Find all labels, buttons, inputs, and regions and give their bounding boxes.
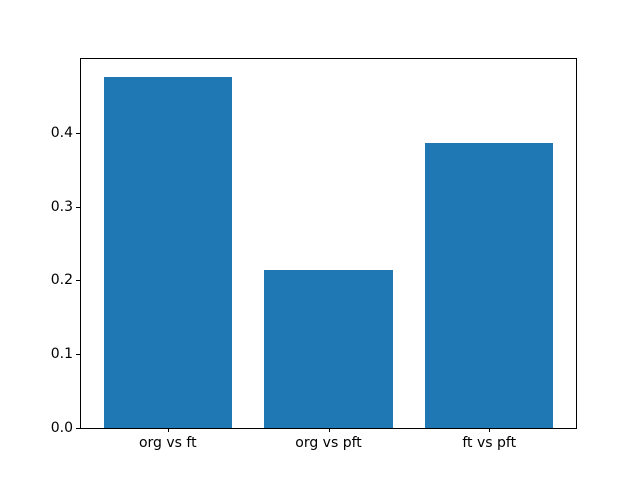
x-tick-mark-ft-vs-pft [489,428,491,432]
y-tick-label-0.3: 0.3 [50,198,73,215]
bar-org-vs-pft [264,270,393,428]
y-tick-mark-0.3 [76,206,80,208]
x-tick-mark-org-vs-ft [167,428,169,432]
x-tick-mark-org-vs-pft [328,428,330,432]
y-tick-mark-0.1 [76,354,80,356]
y-tick-mark-0.0 [76,428,80,429]
x-tick-label-ft-vs-pft: ft vs pft [462,435,517,451]
y-tick-label-0.2: 0.2 [50,272,73,289]
plot-area: org vs ft org vs pft ft vs pft 0.0 0.1 0.2 0.3… [51,58,577,451]
y-tick-mark-0.2 [76,280,80,282]
y-tick-mark-0.4 [76,132,80,134]
y-tick-label-0.1: 0.1 [50,346,73,363]
x-tick-label-org-vs-pft: org vs pft [295,435,362,451]
bar-org-vs-ft [103,76,233,428]
y-tick-label-0.0: 0.0 [50,420,73,436]
bar-ft-vs-pft [424,143,554,428]
x-tick-label-org-vs-ft: org vs ft [138,435,197,451]
y-tick-label-0.4: 0.4 [50,124,73,141]
